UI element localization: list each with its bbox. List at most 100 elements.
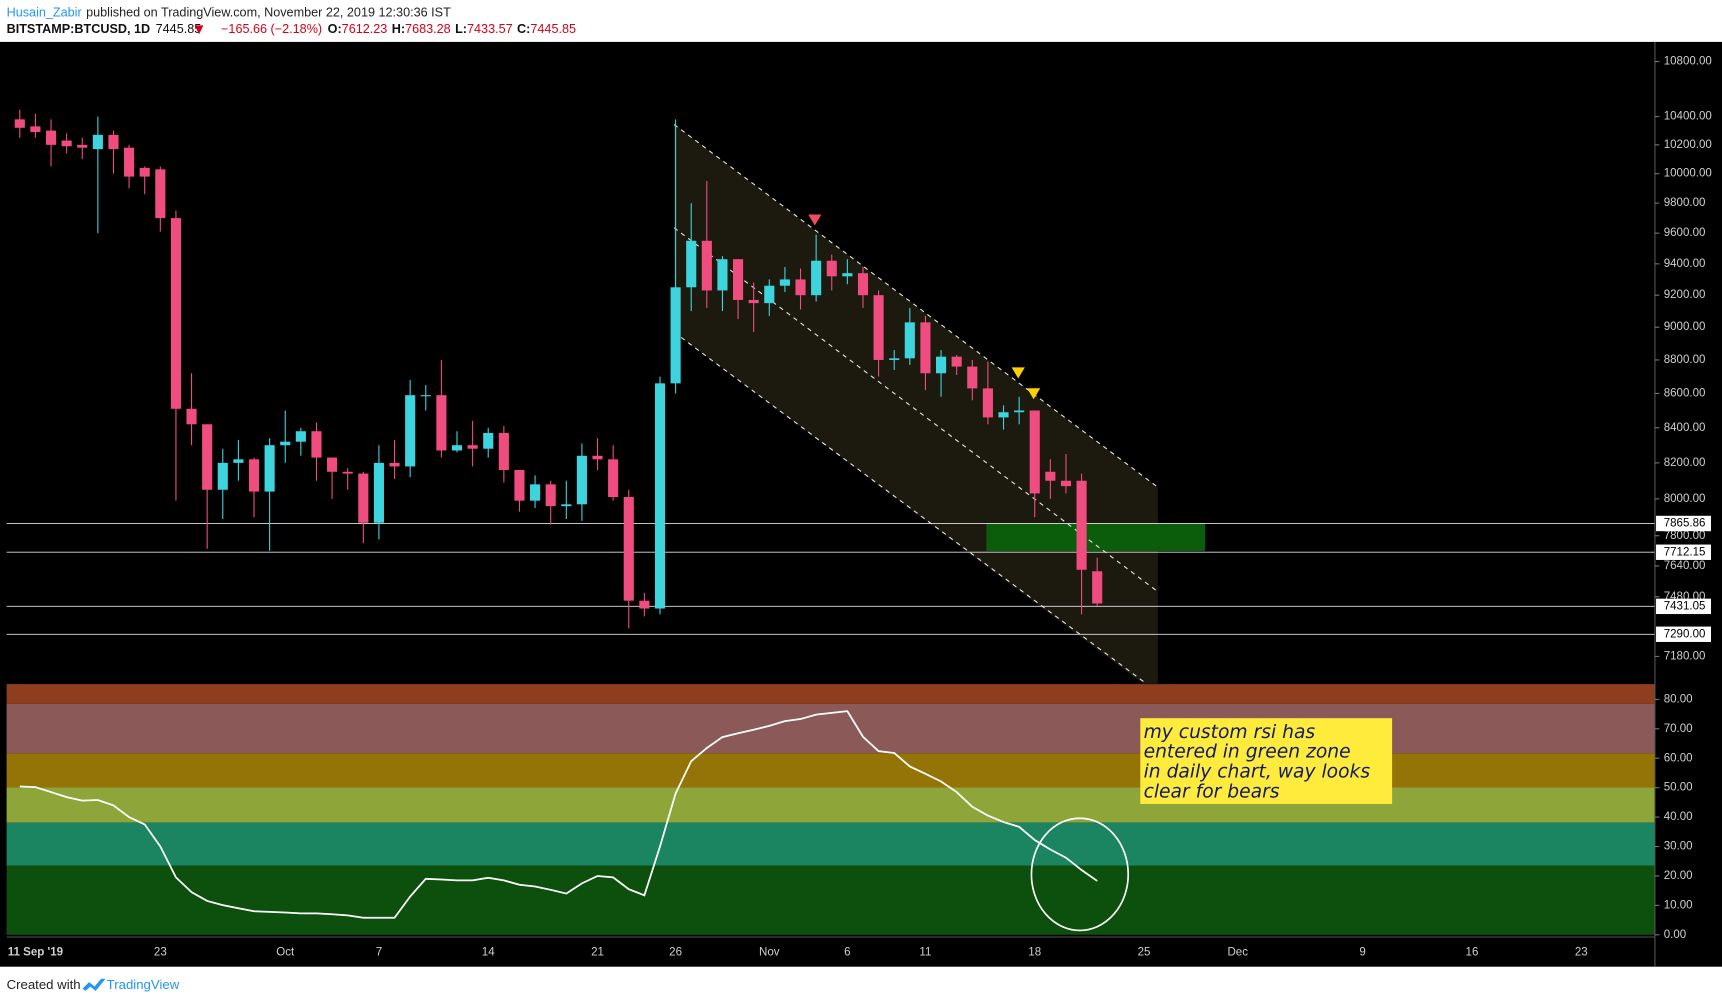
candle-body xyxy=(202,424,213,490)
price-line-label: 7431.05 xyxy=(1664,600,1706,612)
y-tick-label: 0.00 xyxy=(1664,929,1686,941)
annotation-box xyxy=(1140,718,1393,804)
ohlc-key: C: xyxy=(517,22,530,36)
candle-body xyxy=(311,431,322,458)
candle-body xyxy=(358,473,369,523)
header-line: Husain_Zabir published on TradingView.com… xyxy=(7,6,451,20)
candle-body xyxy=(795,279,806,296)
candle-body xyxy=(186,408,197,425)
y-tick-label: 8200.00 xyxy=(1664,457,1706,469)
y-tick-label: 7800.00 xyxy=(1664,530,1706,542)
rsi-zone xyxy=(6,822,1655,866)
signal-marker xyxy=(808,214,822,226)
footer-text: Created with xyxy=(7,977,81,992)
y-tick-label: 30.00 xyxy=(1664,841,1693,853)
annotation-text: in daily chart, way looks xyxy=(1144,762,1371,783)
author: Husain_Zabir xyxy=(7,6,82,20)
candle-body xyxy=(124,147,135,177)
x-tick-label: 6 xyxy=(844,946,850,958)
y-tick-label: 9800.00 xyxy=(1664,197,1706,209)
candle-body xyxy=(701,240,712,291)
y-tick-label: 40.00 xyxy=(1664,811,1693,823)
y-tick-label: 8000.00 xyxy=(1664,493,1706,505)
candle-body xyxy=(1092,571,1103,604)
highlight-circle xyxy=(1030,817,1130,932)
candle-body xyxy=(514,469,525,501)
x-tick-label: Oct xyxy=(276,946,295,958)
candle-body xyxy=(295,431,306,442)
rsi-line xyxy=(19,710,1098,919)
candle-body xyxy=(77,144,88,148)
candle-body xyxy=(1076,480,1087,570)
candle-body xyxy=(1014,410,1025,413)
price-line-label-box xyxy=(1656,598,1712,615)
y-tick-label: 10800.00 xyxy=(1664,56,1712,68)
y-tick-label: 20.00 xyxy=(1664,870,1693,882)
x-tick-label: 16 xyxy=(1466,946,1479,958)
y-tick-label: 50.00 xyxy=(1664,782,1693,794)
candle-body xyxy=(14,119,25,128)
x-tick-label: 11 Sep '19 xyxy=(8,946,63,958)
rsi-zone xyxy=(6,753,1655,788)
candle-body xyxy=(170,218,181,409)
x-tick-label: 14 xyxy=(482,946,495,958)
candle-body xyxy=(764,285,775,304)
candle-body xyxy=(998,412,1009,418)
candle-body xyxy=(670,287,681,384)
y-tick-label: 8400.00 xyxy=(1664,422,1706,434)
x-tick-label: 11 xyxy=(919,946,931,958)
price-line-label: 7290.00 xyxy=(1664,628,1706,640)
symbol: BITSTAMP:BTCUSD, 1D xyxy=(7,22,151,36)
y-tick-label: 8600.00 xyxy=(1664,388,1706,400)
x-tick-label: 23 xyxy=(154,946,167,958)
candle-body xyxy=(608,459,619,498)
channel-line xyxy=(673,331,1148,685)
annotation-text: my custom rsi has xyxy=(1144,722,1316,743)
rsi-zone xyxy=(6,703,1655,754)
candle-body xyxy=(733,259,744,300)
candle-body xyxy=(967,366,978,389)
candle-body xyxy=(61,140,72,147)
y-tick-label: 10200.00 xyxy=(1664,139,1712,151)
x-tick-label: 18 xyxy=(1028,946,1041,958)
candle-body xyxy=(389,462,400,467)
x-tick-label: Dec xyxy=(1227,946,1248,958)
candle-body xyxy=(155,169,166,219)
candle-body xyxy=(935,356,947,374)
candle-body xyxy=(592,455,603,460)
rsi-zone xyxy=(6,787,1655,823)
candle-body xyxy=(686,240,697,288)
candle-body xyxy=(623,497,634,601)
candle-body xyxy=(342,471,353,474)
y-tick-label: 7180.00 xyxy=(1664,650,1706,662)
candle-body xyxy=(483,432,494,449)
price-line-label: 7712.15 xyxy=(1664,546,1706,558)
candle-body xyxy=(811,260,822,296)
candle-body xyxy=(982,388,993,418)
channel-line xyxy=(673,123,1159,488)
candle-body xyxy=(217,462,228,490)
candle-body xyxy=(857,273,869,296)
y-tick-label: 7640.00 xyxy=(1664,560,1706,572)
y-tick-label: 9600.00 xyxy=(1664,227,1706,239)
down-arrow-icon xyxy=(194,25,204,35)
candle-body xyxy=(451,445,463,451)
last-price: 7445.85 xyxy=(156,22,202,36)
candle-body xyxy=(545,484,556,507)
signal-marker xyxy=(1027,388,1041,400)
candle-body xyxy=(717,259,728,291)
candle-body xyxy=(30,126,41,133)
candle-body xyxy=(1060,480,1072,487)
candle-body xyxy=(280,441,291,446)
rsi-zone xyxy=(6,865,1655,935)
y-tick-label: 10400.00 xyxy=(1664,111,1712,123)
candle-body xyxy=(373,462,384,523)
candle-body xyxy=(405,395,416,467)
candle-body xyxy=(561,504,572,507)
y-tick-label: 10.00 xyxy=(1664,899,1693,911)
candle-body xyxy=(779,279,790,286)
candle-body xyxy=(108,134,119,150)
rsi-zone xyxy=(6,684,1655,704)
candle-body xyxy=(248,459,260,492)
